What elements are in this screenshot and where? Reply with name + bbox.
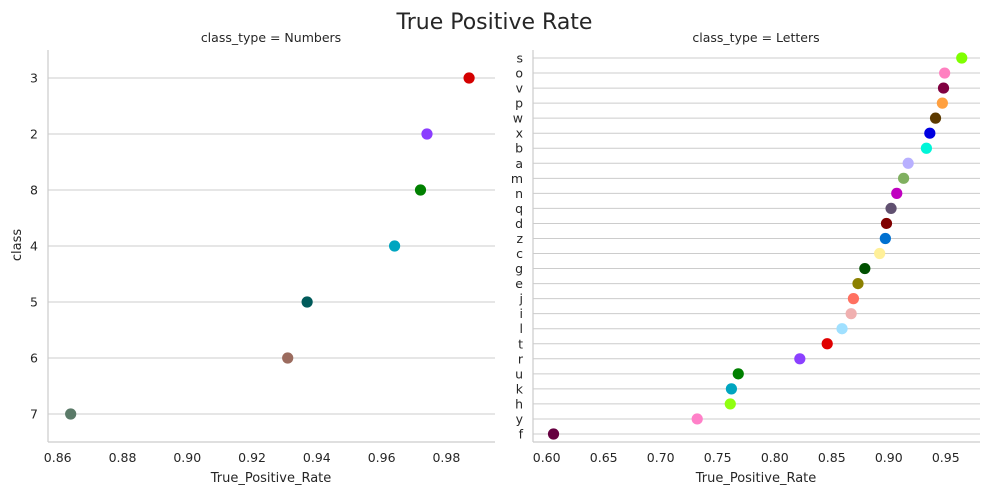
letters-y-tick-label: m (511, 171, 523, 186)
letters-facet-title: class_type = Letters (692, 30, 819, 45)
letters-point-j (847, 293, 860, 305)
letters-y-tick-label: k (516, 381, 524, 396)
letters-y-tick-label: l (520, 321, 523, 336)
letters-y-tick-label: a (515, 156, 523, 171)
letters-y-tick-label: p (515, 96, 523, 111)
letters-x-tick-label: 0.60 (533, 450, 561, 465)
numbers-x-tick-label: 0.98 (432, 450, 460, 465)
letters-y-tick-label: s (516, 51, 523, 66)
letters-point-r (794, 353, 806, 365)
letters-point-u (732, 368, 744, 380)
letters-point-i (845, 308, 857, 320)
numbers-y-tick-label: 8 (30, 183, 38, 198)
numbers-x-tick-label: 0.90 (173, 450, 201, 465)
letters-y-tick-label: f (519, 427, 524, 442)
numbers-x-tick-label: 0.88 (109, 450, 137, 465)
letters-y-tick-label: w (513, 111, 523, 126)
numbers-x-tick-label: 0.96 (368, 450, 396, 465)
numbers-x-axis-label: True_Positive_Rate (210, 471, 332, 486)
letters-point-b (920, 142, 933, 154)
letters-point-f (547, 428, 560, 440)
letters-y-tick-label: z (516, 231, 523, 246)
letters-point-h (724, 398, 736, 410)
letters-x-tick-label: 0.80 (761, 450, 789, 465)
numbers-y-tick-label: 2 (30, 127, 38, 142)
numbers-panel: class_type = Numbers 3 2 8 4 5 6 7 0.86 0.88 0.9… (10, 30, 495, 486)
numbers-y-tick-label: 5 (30, 295, 38, 310)
letters-x-axis-label: True_Positive_Rate (695, 471, 817, 486)
letters-y-tick-label: d (515, 216, 523, 231)
numbers-x-tick-label: 0.86 (44, 450, 72, 465)
numbers-y-axis-label: class (10, 229, 25, 261)
letters-y-tick-label: t (518, 336, 523, 351)
letters-x-tick-label: 0.70 (647, 450, 675, 465)
numbers-y-tick-label: 6 (30, 351, 38, 366)
letters-point-c (874, 247, 886, 260)
letters-y-tick-label: e (515, 276, 523, 291)
letters-y-tick-label: h (515, 396, 523, 411)
letters-x-tick-label: 0.85 (818, 450, 846, 465)
numbers-point-7 (65, 408, 77, 420)
letters-point-x (924, 127, 936, 139)
letters-x-tick-label: 0.95 (932, 450, 960, 465)
letters-y-tick-label: y (516, 411, 524, 426)
letters-y-tick-label: r (518, 351, 524, 366)
letters-point-d (880, 217, 893, 230)
numbers-y-tick-label: 4 (30, 239, 38, 254)
letters-y-tick-label: b (515, 141, 523, 156)
letters-point-v (937, 82, 950, 94)
letters-y-tick-label: n (515, 186, 523, 201)
letters-y-tick-label: v (516, 81, 524, 96)
letters-point-t (821, 338, 833, 350)
letters-point-p (936, 97, 948, 109)
numbers-y-tick-label: 7 (30, 407, 38, 422)
letters-point-k (725, 383, 738, 395)
letters-point-y (691, 413, 703, 425)
letters-y-tick-label: c (516, 246, 523, 261)
letters-y-tick-label: g (515, 261, 523, 276)
letters-point-e (852, 278, 864, 290)
letters-panel: class_type = Letters sovpwxbamnqdzcgejil… (511, 30, 980, 486)
letters-point-m (897, 172, 910, 184)
numbers-point-8 (414, 184, 427, 196)
letters-point-g (859, 262, 871, 275)
letters-point-o (939, 67, 951, 79)
numbers-x-tick-label: 0.92 (238, 450, 266, 465)
letters-y-tick-label: o (515, 66, 523, 81)
numbers-point-3 (463, 72, 475, 84)
letters-y-tick-label: x (516, 126, 523, 141)
chart-title: True Positive Rate (396, 10, 593, 35)
letters-point-q (885, 202, 897, 214)
letters-x-tick-label: 0.90 (875, 450, 903, 465)
numbers-point-5 (301, 296, 313, 308)
letters-point-n (891, 187, 903, 199)
letters-y-tick-label: u (515, 366, 523, 381)
letters-point-s (956, 52, 968, 64)
numbers-point-4 (388, 240, 401, 252)
numbers-point-6 (282, 352, 294, 364)
letters-point-a (902, 157, 914, 169)
letters-x-tick-label: 0.75 (704, 450, 732, 465)
numbers-facet-title: class_type = Numbers (201, 30, 341, 45)
numbers-y-tick-label: 3 (30, 71, 38, 86)
letters-y-tick-label: j (519, 291, 523, 306)
letters-y-tick-label: q (515, 201, 523, 216)
numbers-point-2 (421, 128, 433, 140)
letters-point-z (879, 232, 891, 245)
letters-point-l (836, 323, 848, 335)
numbers-x-tick-label: 0.94 (303, 450, 331, 465)
letters-y-tick-label: i (520, 306, 523, 321)
letters-x-tick-label: 0.65 (590, 450, 618, 465)
letters-point-w (929, 112, 942, 124)
